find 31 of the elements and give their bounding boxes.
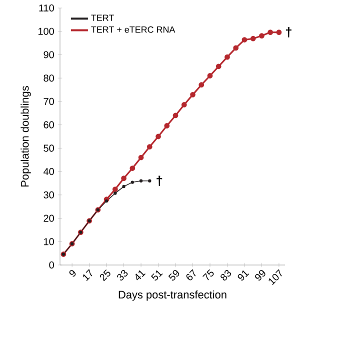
y-tick-label: 80 xyxy=(44,74,54,82)
y-tick-label: 100 xyxy=(38,28,54,35)
legend-label: TERT xyxy=(91,14,114,21)
y-tick-label: 60 xyxy=(44,121,54,128)
x-tick-label: 67 xyxy=(186,269,196,280)
y-tick-label: 20 xyxy=(44,214,54,222)
x-tick-label: 41 xyxy=(136,270,146,280)
x-tick-label: 83 xyxy=(220,270,232,281)
x-tick-label: 59 xyxy=(168,270,180,281)
y-tick-label: 40 xyxy=(44,168,54,176)
x-tick-label: 25 xyxy=(100,269,110,282)
y-tick-label: 10 xyxy=(44,238,54,246)
x-tick-label: 91 xyxy=(238,270,250,281)
y-axis-title: Population doublings xyxy=(20,86,31,186)
x-tick-label: 33 xyxy=(117,270,128,281)
y-tick-label: 50 xyxy=(44,144,54,152)
y-tick-label: 90 xyxy=(44,51,54,58)
y-tick-label: 110 xyxy=(39,4,54,12)
y-tick-label: 0 xyxy=(49,261,54,269)
x-axis-title: Days post-transfection xyxy=(118,290,226,301)
x-tick-label: 9 xyxy=(69,270,76,277)
text: † xyxy=(286,27,292,38)
legend-label: TERT + eTERC RNA xyxy=(91,26,176,33)
x-tick-label: 107 xyxy=(268,269,282,285)
x-tick-label: 51 xyxy=(151,270,163,280)
annotation: † xyxy=(156,176,162,186)
x-tick-label: 75 xyxy=(202,269,214,280)
y-tick-label: 70 xyxy=(44,98,54,105)
y-tick-label: 30 xyxy=(44,191,54,198)
x-tick-label: 99 xyxy=(255,270,266,281)
x-tick-label: 17 xyxy=(82,269,92,281)
